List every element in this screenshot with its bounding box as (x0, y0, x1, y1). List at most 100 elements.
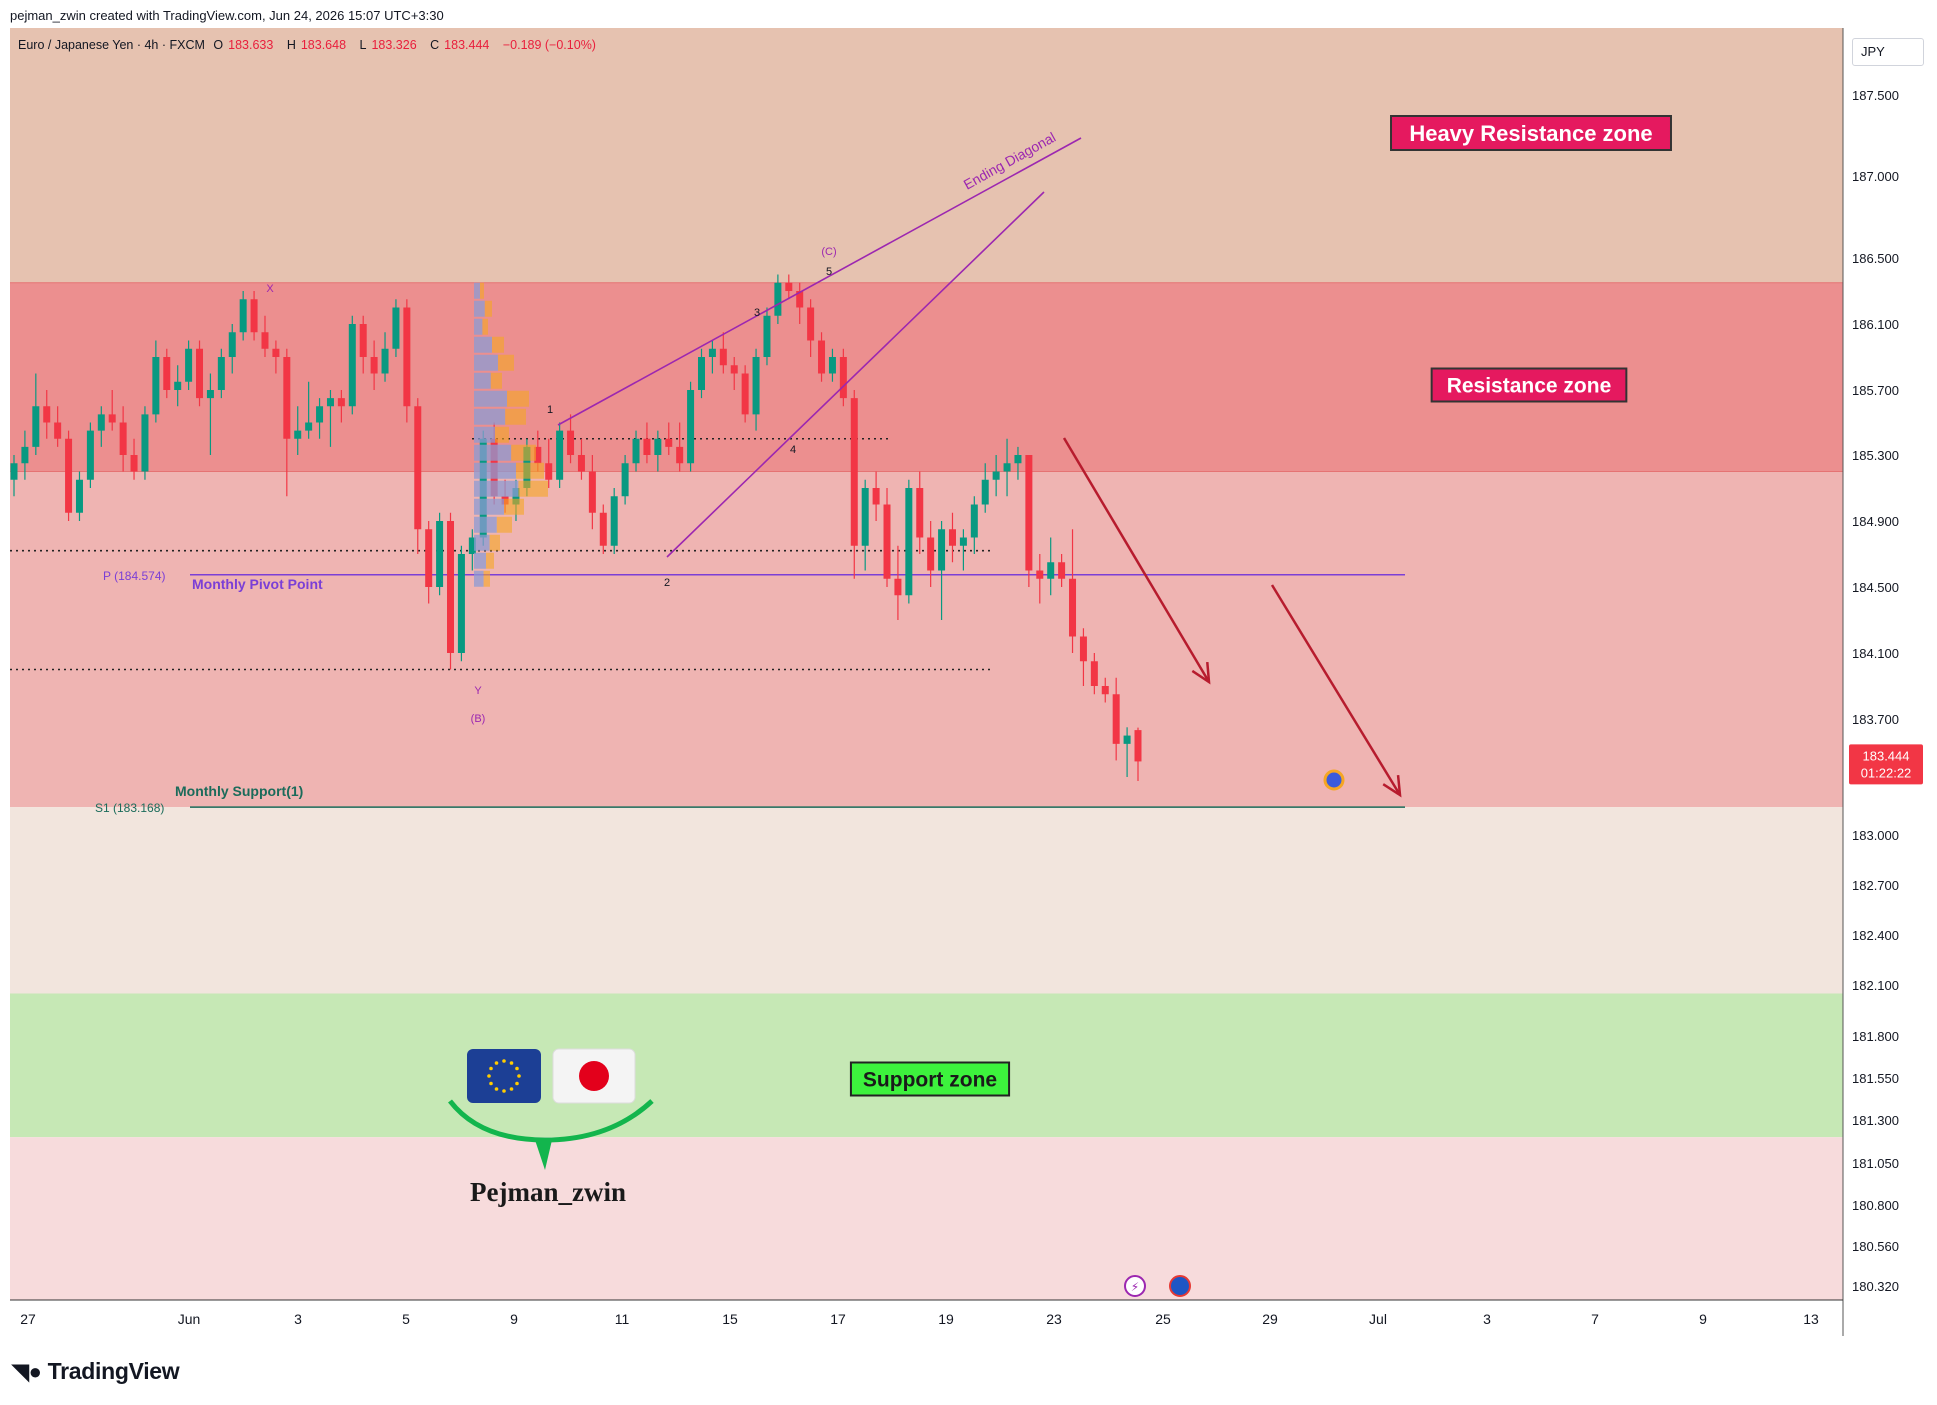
candle-body (577, 455, 585, 472)
candle-body (141, 414, 149, 472)
candle-body (359, 324, 367, 357)
lightning-event-icon (1124, 1275, 1146, 1297)
candle-body (1112, 694, 1120, 744)
candle-body (425, 529, 433, 587)
volume-profile-bar (480, 282, 484, 299)
symbol-ohlc-legend[interactable]: Euro / Japanese Yen · 4h · FXCM O 183.633… (18, 38, 601, 52)
x-tick-label: 19 (938, 1311, 954, 1327)
y-tick-label: 186.100 (1852, 317, 1899, 332)
candle-body (86, 430, 94, 480)
volume-profile-bar (474, 282, 480, 299)
y-tick-label: 186.500 (1852, 251, 1899, 266)
candle-body (174, 381, 182, 390)
volume-profile-bar (482, 318, 488, 335)
wave-label-2: (B) (471, 713, 486, 725)
x-tick-label: 9 (1699, 1311, 1707, 1327)
candle-body (927, 537, 935, 571)
volume-profile-bar (486, 552, 494, 569)
forecast-arrow-1-head (1191, 661, 1211, 685)
candle-body (599, 512, 607, 546)
wave-label-6: 4 (790, 444, 796, 456)
y-tick-label: 183.700 (1852, 712, 1899, 727)
volume-profile-bar (474, 336, 492, 353)
watermark-drop-icon (535, 1140, 552, 1170)
ohlc-high-label: H (286, 38, 296, 52)
candle-body (228, 332, 236, 357)
wave-label-8: (C) (821, 246, 836, 258)
volume-profile-bar (474, 318, 483, 335)
x-tick-label: 25 (1155, 1311, 1171, 1327)
candle-body (752, 357, 760, 415)
wave-label-5: 3 (754, 307, 760, 319)
forecast-arrow-2-head (1382, 774, 1402, 798)
candle-body (54, 422, 62, 439)
heavy-resistance-label: Heavy Resistance zone (1409, 121, 1652, 146)
candle-body (326, 398, 334, 407)
candle-body (119, 422, 127, 455)
support-tag: S1 (183.168) (95, 801, 164, 815)
candle-body (567, 430, 575, 455)
currency-selector[interactable]: JPY (1852, 38, 1924, 66)
tradingview-brand[interactable]: ◥● TradingView (12, 1358, 180, 1385)
heavy-resistance-label-box (1390, 115, 1672, 151)
volume-profile-bar (474, 462, 516, 479)
candle-body (206, 390, 214, 399)
candle-body (719, 348, 727, 366)
wave-label-0: X (266, 283, 274, 295)
volume-profile-bar (492, 336, 504, 353)
x-tick-label: 23 (1046, 1311, 1062, 1327)
wave-label-7: 5 (826, 266, 832, 278)
y-tick-label: 180.560 (1852, 1239, 1899, 1254)
x-tick-label: 3 (1483, 1311, 1491, 1327)
volume-profile-bar (490, 372, 502, 389)
last-price-tag (1849, 744, 1923, 785)
candle-body (457, 554, 465, 653)
support-label: Monthly Support(1) (175, 783, 303, 799)
candle-body (839, 357, 847, 399)
volume-profile-bar (489, 534, 500, 551)
lines-layer: P (184.574) Monthly Pivot Point S1 (183.16… (10, 437, 1405, 815)
candle-body (556, 430, 564, 480)
ending-diagonal-lower-line (666, 191, 1045, 558)
candle-body (75, 479, 83, 513)
volume-profile-bar (518, 480, 548, 497)
japan-sun-icon (579, 1061, 609, 1091)
candle-body (697, 357, 705, 390)
candle-body (807, 307, 815, 341)
eu-star-icon (509, 1087, 514, 1091)
x-tick-label: 17 (830, 1311, 846, 1327)
symbol-name: Euro / Japanese Yen · 4h · FXCM (18, 38, 205, 52)
y-tick-label: 185.700 (1852, 383, 1899, 398)
candle-body (938, 529, 946, 571)
candle-body (687, 390, 695, 464)
heavy-resistance-zone (10, 28, 1843, 283)
upper-range-band (10, 471, 1843, 808)
eu-star-icon (517, 1074, 521, 1078)
eu-star-icon (489, 1066, 493, 1071)
x-tick-label: Jun (178, 1311, 201, 1327)
candle-body (665, 438, 673, 447)
support-label: Support zone (863, 1069, 997, 1092)
volume-profile-bar (474, 552, 486, 569)
eu-star-icon (487, 1074, 491, 1078)
ending-diagonal-upper-line (557, 137, 1082, 426)
volume-profile-bar (474, 570, 484, 587)
candle-body (894, 578, 902, 596)
candle-body (730, 365, 738, 374)
candle-body (316, 406, 324, 423)
candle-body (1079, 636, 1087, 662)
forecast-arrow-2 (1270, 584, 1402, 796)
candle-body (32, 406, 40, 447)
candle-body (294, 430, 302, 439)
lightning-glyph-icon: ⚡ (1131, 1280, 1139, 1294)
candle-body (163, 357, 171, 390)
y-tick-label: 187.500 (1852, 88, 1899, 103)
candle-body (261, 332, 269, 349)
wave-label-3: 1 (547, 404, 553, 416)
x-tick-label: 3 (294, 1311, 302, 1327)
candle-body (785, 282, 793, 291)
candle-body (1123, 735, 1131, 744)
y-tick-label: 187.000 (1852, 169, 1899, 184)
candle-body (305, 422, 313, 431)
